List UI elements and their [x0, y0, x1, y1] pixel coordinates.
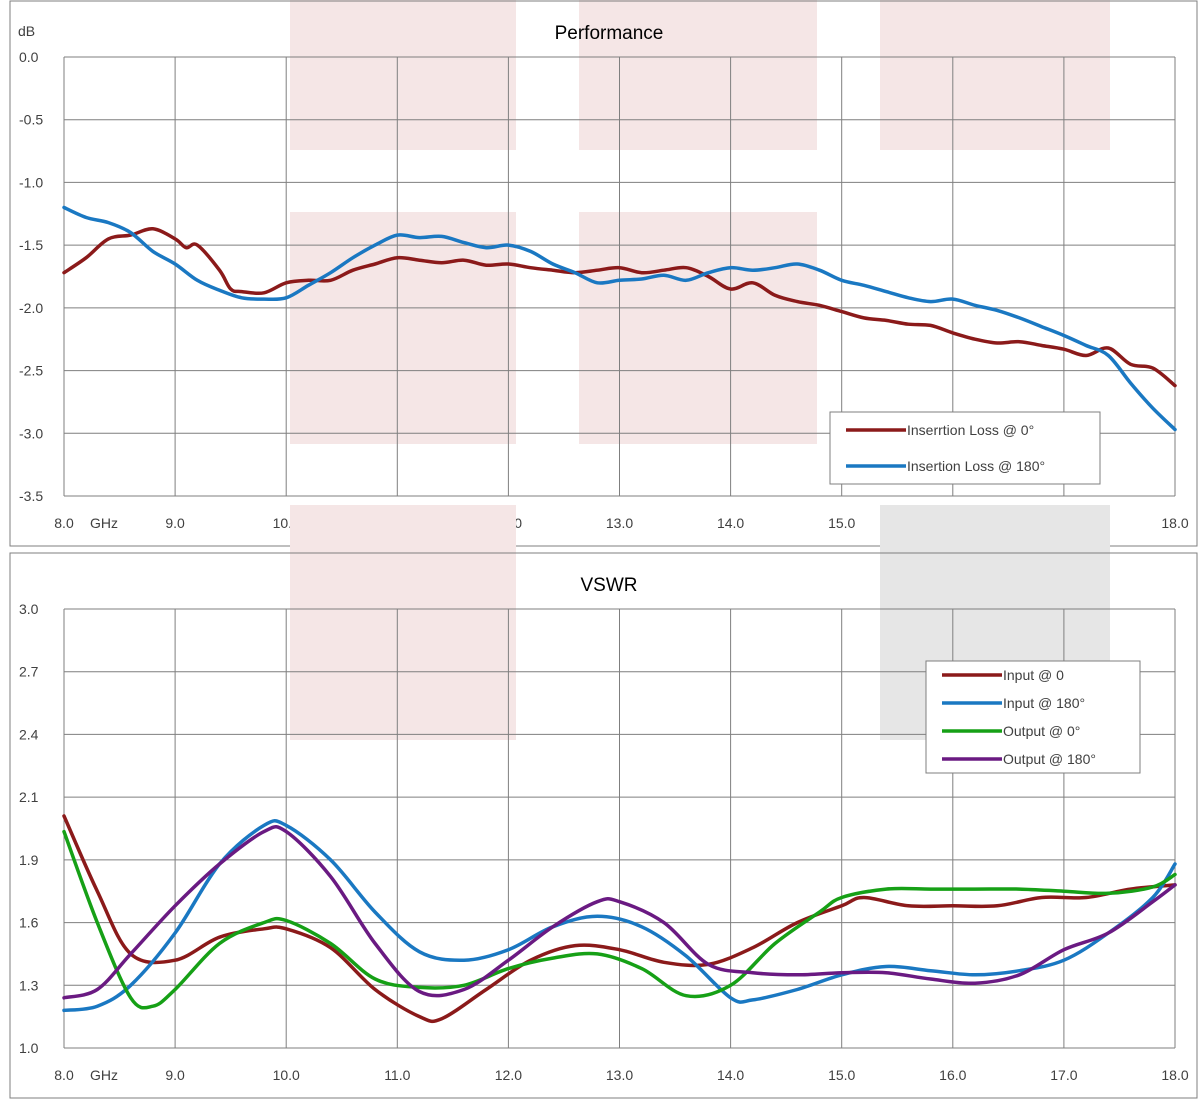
y-tick-label: -1.0 — [19, 174, 43, 190]
x-tick-label: 18.0 — [1161, 1067, 1188, 1083]
x-tick-label: 11.0 — [384, 1067, 410, 1083]
legend-label: Output @ 0° — [1003, 723, 1080, 739]
y-tick-label: 2.4 — [19, 726, 39, 742]
y-tick-label: -2.0 — [19, 300, 43, 316]
x-tick-label: 9.0 — [165, 515, 185, 531]
x-tick-label: 9.0 — [165, 1067, 185, 1083]
legend: Inserrtion Loss @ 0° Insertion Loss @ 180… — [829, 411, 1101, 485]
y-tick-label: -0.5 — [19, 112, 43, 128]
x-tick-label: 17.0 — [1050, 1067, 1077, 1083]
series-line — [62, 205, 1177, 432]
vswr-chart: VSWR 3.0 2.7 2.4 2.1 1.9 1.6 1.3 1.0 8.0 9.0 10.0… — [9, 505, 1198, 1099]
y-tick-label: 2.1 — [19, 789, 39, 805]
watermark-block — [290, 212, 516, 444]
y-tick-label: -3.0 — [19, 425, 43, 441]
series-lines — [62, 205, 1177, 432]
legend-box — [829, 411, 1101, 485]
watermark-block — [290, 0, 516, 150]
series-line — [62, 829, 1177, 1010]
chart-title: Performance — [555, 23, 664, 44]
y-tick-label: -2.5 — [19, 363, 43, 379]
x-tick-label: 15.0 — [828, 515, 855, 531]
x-tick-label: 13.0 — [606, 515, 633, 531]
grid-lines — [63, 56, 1176, 497]
y-tick-labels: 3.0 2.7 2.4 2.1 1.9 1.6 1.3 1.0 — [19, 601, 39, 1056]
chart-watermark-block — [290, 505, 516, 740]
y-tick-label: 3.0 — [19, 601, 39, 617]
legend-label: Inserrtion Loss @ 0° — [907, 422, 1034, 438]
series-line — [62, 825, 1177, 1000]
series-line — [62, 814, 1177, 1024]
x-tick-label: 14.0 — [717, 515, 744, 531]
chart-title: VSWR — [581, 575, 638, 596]
x-axis-unit-label: GHz — [90, 1067, 118, 1083]
legend-label: Insertion Loss @ 180° — [907, 458, 1045, 474]
x-tick-label: 16.0 — [939, 1067, 966, 1083]
series-line — [62, 819, 1177, 1013]
watermark-blocks — [290, 0, 1110, 444]
x-tick-label: 8.0 — [54, 1067, 74, 1083]
x-tick-label: 14.0 — [717, 1067, 744, 1083]
y-tick-labels: 0.0 -0.5 -1.0 -1.5 -2.0 -2.5 -3.0 -3.5 — [19, 49, 43, 504]
y-tick-label: -1.5 — [19, 237, 43, 253]
legend: Input @ 0 Input @ 180° Output @ 0° Output @… — [925, 660, 1141, 774]
y-tick-label: -3.5 — [19, 488, 43, 504]
legend-label: Input @ 180° — [1003, 695, 1085, 711]
x-tick-label: 12.0 — [495, 1067, 522, 1083]
chart-border — [9, 552, 1198, 1099]
y-tick-label: 1.3 — [19, 977, 39, 993]
x-axis-unit-label: GHz — [90, 515, 118, 531]
y-tick-label: 1.0 — [19, 1040, 39, 1056]
x-tick-labels: 8.0 9.0 10.0 11.0 12.0 13.0 14.0 15.0 16.0 17.0 18… — [54, 1067, 1189, 1083]
y-tick-label: 1.9 — [19, 852, 39, 868]
legend-label: Input @ 0 — [1003, 667, 1064, 683]
watermark-block — [579, 0, 817, 150]
watermark-block — [880, 0, 1110, 150]
x-tick-label: 18.0 — [1161, 515, 1188, 531]
y-tick-label: 2.7 — [19, 664, 39, 680]
x-tick-label: 10.0 — [273, 1067, 300, 1083]
series-lines — [62, 814, 1177, 1024]
legend-box — [925, 660, 1141, 774]
legend-label: Output @ 180° — [1003, 751, 1096, 767]
y-tick-label: 0.0 — [19, 49, 39, 65]
x-tick-label: 13.0 — [606, 1067, 633, 1083]
watermark-block — [579, 212, 817, 444]
x-tick-label: 8.0 — [54, 515, 74, 531]
x-tick-label: 15.0 — [828, 1067, 855, 1083]
chart-border — [9, 0, 1198, 547]
series-line — [62, 227, 1177, 388]
y-axis-label: dB — [18, 23, 35, 39]
y-tick-label: 1.6 — [19, 915, 39, 931]
